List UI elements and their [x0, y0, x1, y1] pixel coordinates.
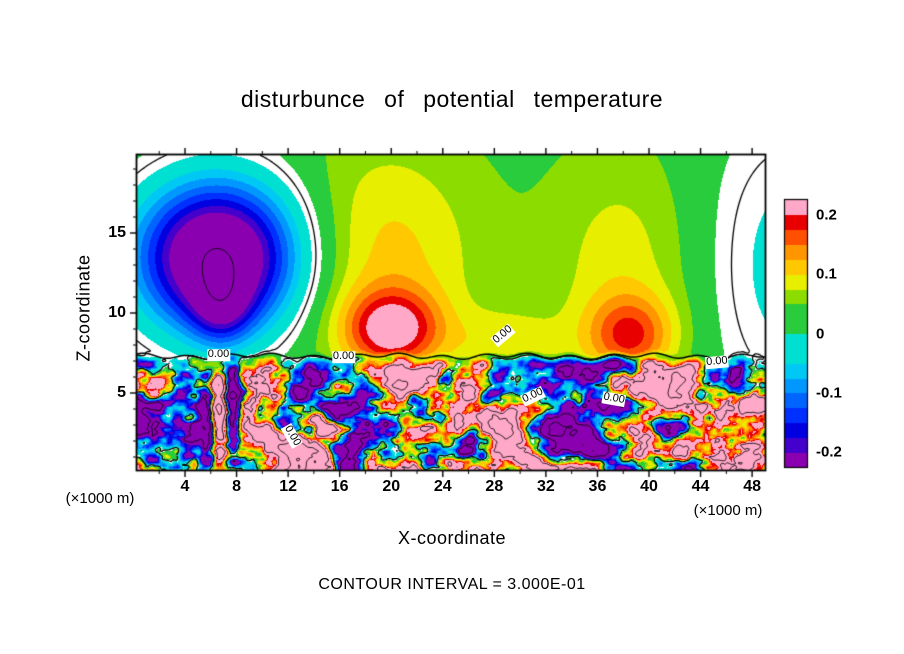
- contour-label: 0.00: [206, 348, 231, 362]
- colorbar-tick-label: -0.1: [816, 384, 842, 402]
- colorbar-tick-label: 0.2: [816, 206, 837, 224]
- x-tick-label: 44: [691, 478, 710, 495]
- x-tick-label: 40: [640, 478, 658, 495]
- contour-label: 0.00: [705, 354, 730, 369]
- z-tick-label: 5: [117, 384, 126, 401]
- x-tick-label: 16: [330, 478, 349, 495]
- chart-title: disturbunce of potential temperature: [240, 86, 664, 112]
- x-tick-label: 36: [588, 478, 607, 495]
- x-axis-unit: (×1000 m): [693, 502, 763, 519]
- x-tick-label: 48: [743, 478, 762, 495]
- z-axis-label: Z-coordinate: [73, 254, 94, 362]
- z-tick-label: 10: [108, 304, 126, 321]
- colorbar-tick-label: -0.2: [816, 443, 842, 461]
- colorbar-tick-label: 0: [816, 325, 825, 342]
- x-tick-label: 12: [279, 478, 298, 495]
- contour-interval-note: CONTOUR INTERVAL = 3.000E-01: [318, 576, 586, 593]
- x-tick-label: 32: [536, 478, 555, 495]
- x-tick-label: 24: [433, 478, 452, 495]
- contour-label: 0.00: [331, 350, 356, 363]
- colorbar-tick-label: 0.1: [816, 265, 837, 283]
- x-tick-label: 4: [180, 478, 190, 495]
- z-axis-unit: (×1000 m): [65, 490, 135, 507]
- x-axis-label: X-coordinate: [397, 528, 507, 548]
- x-tick-label: 20: [382, 478, 401, 495]
- z-tick-label: 15: [108, 224, 126, 241]
- x-tick-label: 28: [485, 478, 504, 495]
- x-tick-label: 8: [232, 478, 242, 495]
